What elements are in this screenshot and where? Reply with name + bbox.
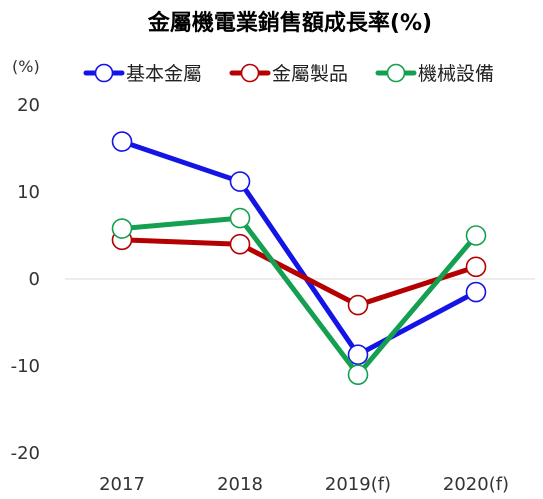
data-point <box>347 294 369 316</box>
series-3 <box>111 207 487 386</box>
y-axis-unit: (%) <box>12 57 40 76</box>
legend-label: 金屬製品 <box>272 63 348 85</box>
y-tick-label: -10 <box>11 356 40 377</box>
x-tick-label: 2017 <box>99 474 145 495</box>
data-point <box>465 225 487 246</box>
data-point <box>347 344 369 365</box>
data-point <box>111 131 133 152</box>
data-point <box>347 364 369 386</box>
y-tick-label: -20 <box>11 443 40 464</box>
y-tick-label: 20 <box>17 95 40 116</box>
data-point <box>229 171 251 192</box>
x-axis-ticks: 2017 2018 2019(f) 2020(f) <box>99 474 509 495</box>
legend-swatch-marker <box>386 63 406 83</box>
legend-swatch-marker <box>94 63 114 83</box>
series-line <box>119 139 479 358</box>
series-1 <box>111 131 487 365</box>
x-tick-label: 2019(f) <box>325 474 391 495</box>
legend-label: 基本金屬 <box>126 63 202 85</box>
y-tick-label: 10 <box>17 182 40 203</box>
legend-item: 機械設備 <box>375 63 494 85</box>
legend-swatch-marker <box>240 63 260 83</box>
data-point <box>465 256 487 278</box>
legend: 基本金屬 金屬製品 機械設備 <box>83 63 494 85</box>
series-line <box>119 215 479 378</box>
data-point <box>465 281 487 303</box>
x-tick-label: 2020(f) <box>443 474 509 495</box>
legend-item: 基本金屬 <box>83 63 202 85</box>
series-line <box>119 237 479 308</box>
x-tick-label: 2018 <box>217 474 263 495</box>
series-2 <box>111 229 487 316</box>
legend-label: 機械設備 <box>418 63 494 85</box>
data-point <box>229 233 251 255</box>
data-point <box>111 218 133 239</box>
data-point <box>229 207 251 229</box>
legend-item: 金屬製品 <box>229 63 348 85</box>
y-tick-label: 0 <box>29 269 40 290</box>
y-axis-ticks: 20 10 0 -10 -20 <box>11 95 40 464</box>
series-layer <box>111 131 487 386</box>
chart-title: 金屬機電業銷售額成長率(%) <box>147 10 432 36</box>
